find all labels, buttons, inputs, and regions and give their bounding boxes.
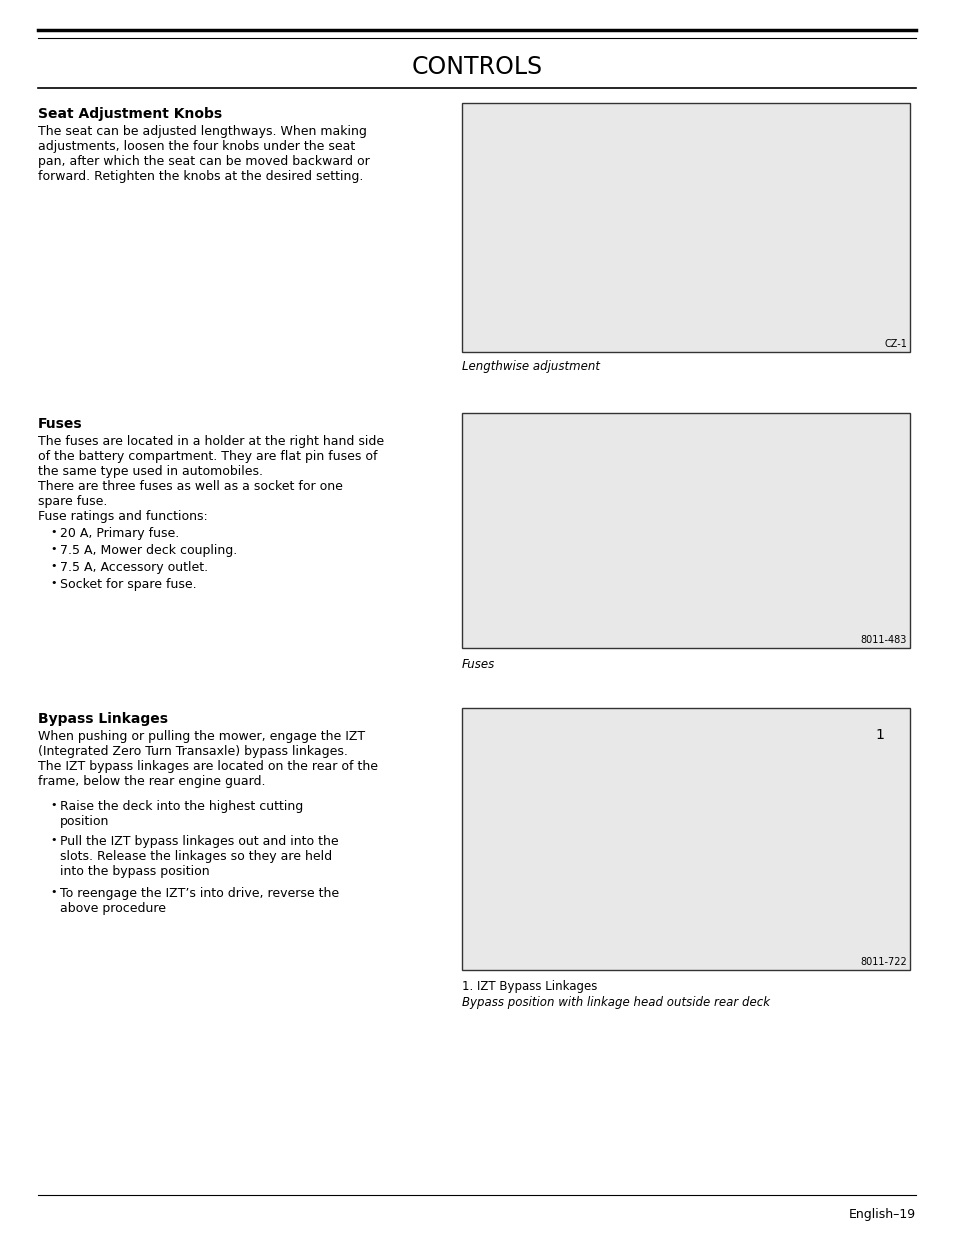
Text: Pull the IZT bypass linkages out and into the
slots. Release the linkages so the: Pull the IZT bypass linkages out and int… [60, 835, 338, 878]
Text: Bypass Linkages: Bypass Linkages [38, 713, 168, 726]
Text: Lengthwise adjustment: Lengthwise adjustment [461, 359, 599, 373]
Text: English–19: English–19 [848, 1208, 915, 1221]
Text: 20 A, Primary fuse.: 20 A, Primary fuse. [60, 527, 179, 540]
Text: There are three fuses as well as a socket for one
spare fuse.: There are three fuses as well as a socke… [38, 480, 342, 508]
Text: 1. IZT Bypass Linkages: 1. IZT Bypass Linkages [461, 981, 597, 993]
Text: •: • [50, 800, 56, 810]
Text: 7.5 A, Mower deck coupling.: 7.5 A, Mower deck coupling. [60, 543, 237, 557]
Text: Seat Adjustment Knobs: Seat Adjustment Knobs [38, 107, 222, 121]
Text: 8011-722: 8011-722 [860, 957, 906, 967]
Bar [461, 103, 909, 352]
Text: Bypass position with linkage head outside rear deck: Bypass position with linkage head outsid… [461, 995, 769, 1009]
Text: To reengage the IZT’s into drive, reverse the
above procedure: To reengage the IZT’s into drive, revers… [60, 887, 338, 915]
Text: •: • [50, 578, 56, 588]
Text: Fuses: Fuses [38, 417, 83, 431]
Bar [461, 708, 909, 969]
Text: The seat can be adjusted lengthways. When making
adjustments, loosen the four kn: The seat can be adjusted lengthways. Whe… [38, 125, 370, 183]
Text: Raise the deck into the highest cutting
position: Raise the deck into the highest cutting … [60, 800, 303, 827]
Text: 8011-483: 8011-483 [860, 635, 906, 645]
Text: CONTROLS: CONTROLS [411, 56, 542, 79]
Text: Fuses: Fuses [461, 658, 495, 671]
Text: 7.5 A, Accessory outlet.: 7.5 A, Accessory outlet. [60, 561, 208, 574]
Text: •: • [50, 887, 56, 897]
Text: The fuses are located in a holder at the right hand side
of the battery compartm: The fuses are located in a holder at the… [38, 435, 384, 478]
Text: •: • [50, 527, 56, 537]
Text: Fuse ratings and functions:: Fuse ratings and functions: [38, 510, 208, 522]
Text: •: • [50, 543, 56, 555]
Text: When pushing or pulling the mower, engage the IZT
(Integrated Zero Turn Transaxl: When pushing or pulling the mower, engag… [38, 730, 377, 788]
Text: •: • [50, 561, 56, 571]
Bar [461, 412, 909, 648]
Text: 1: 1 [875, 727, 883, 742]
Text: •: • [50, 835, 56, 845]
Text: Socket for spare fuse.: Socket for spare fuse. [60, 578, 196, 592]
Text: CZ-1: CZ-1 [883, 338, 906, 350]
